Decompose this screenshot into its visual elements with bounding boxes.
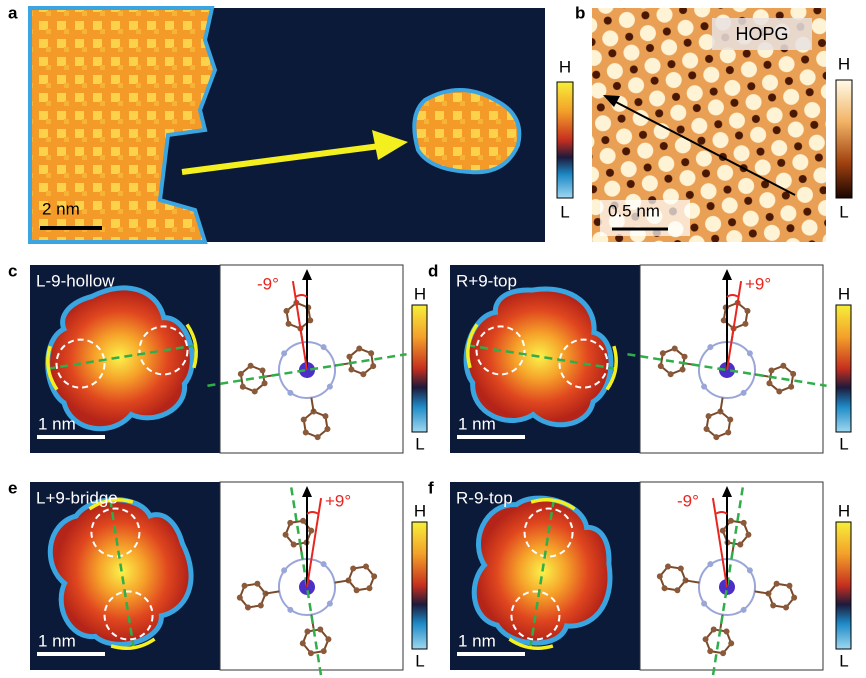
dashed-circle: [558, 338, 609, 389]
model-box: [639, 481, 824, 671]
scale-label: 1 nm: [458, 631, 496, 650]
colorbar-low: L: [839, 434, 848, 453]
dashed-circle: [475, 325, 526, 376]
arrow-head: [722, 486, 732, 497]
rotation-arrow: [605, 345, 618, 391]
colorbar-high: H: [414, 284, 426, 303]
scale-label: 0.5 nm: [608, 201, 660, 220]
panel-letter: d: [428, 261, 438, 280]
panel-title: R+9-top: [456, 271, 517, 290]
colorbar: [556, 81, 574, 199]
model-axis: [207, 352, 407, 388]
image-label: HOPG: [735, 24, 788, 44]
rotation-arrow: [88, 498, 134, 511]
scale-label: 2 nm: [42, 199, 80, 218]
colorbar: [835, 521, 852, 650]
model-axis: [289, 487, 323, 678]
angle-label: -9°: [677, 491, 699, 510]
angle-arc: [306, 511, 320, 515]
dashed-circle: [138, 325, 189, 376]
colorbar-low: L: [415, 434, 424, 453]
colorbar: [411, 521, 428, 650]
angle-arc: [294, 294, 308, 298]
arrow: [611, 99, 796, 196]
arrow-head: [302, 269, 312, 280]
colorbar-low: L: [839, 651, 848, 670]
panel-title: L-9-hollow: [36, 271, 115, 290]
angle-label: -9°: [257, 274, 279, 293]
rotation-arrow: [185, 323, 198, 369]
colorbar-low: L: [560, 202, 569, 221]
arrow-head: [372, 130, 408, 160]
dashed-circle: [510, 590, 561, 641]
dashed-circle: [90, 507, 141, 558]
angle-arc: [726, 294, 740, 298]
arrow: [181, 143, 381, 175]
colorbar-high: H: [838, 501, 850, 520]
colorbar-high: H: [838, 284, 850, 303]
model-box: [639, 264, 824, 454]
panel-letter: a: [8, 3, 18, 22]
rotation-arrow: [46, 345, 59, 391]
colorbar: [835, 304, 852, 433]
colorbar-high: H: [414, 501, 426, 520]
colorbar: [835, 79, 853, 199]
panel-title: R-9-top: [456, 488, 513, 507]
angle-label: +9°: [745, 274, 771, 293]
angle-label: +9°: [325, 491, 351, 510]
panel-title: L+9-bridge: [36, 488, 118, 507]
panel-letter: e: [8, 478, 17, 497]
cluster: [412, 88, 522, 175]
arrow-head: [722, 269, 732, 280]
scale-label: 1 nm: [458, 414, 496, 433]
label-box: [712, 18, 812, 50]
colorbar-high: H: [838, 54, 850, 73]
rotation-arrow: [466, 323, 479, 369]
island: [28, 6, 218, 244]
scale-label: 1 nm: [38, 631, 76, 650]
rotation-arrow: [530, 498, 576, 511]
rotation-arrow: [110, 637, 156, 650]
colorbar: [411, 304, 428, 433]
colorbar-high: H: [559, 57, 571, 76]
angle-arc: [714, 511, 728, 515]
colorbar-low: L: [839, 202, 848, 221]
dashed-circle: [103, 590, 154, 641]
arrow-head: [603, 95, 620, 107]
panel-letter: b: [575, 3, 585, 22]
panel-letter: c: [8, 261, 17, 280]
rotation-arrow: [508, 637, 554, 650]
model-axis: [627, 352, 827, 388]
scale-label: 1 nm: [38, 414, 76, 433]
model-axis: [711, 487, 745, 678]
panel-letter: f: [428, 478, 434, 497]
dashed-circle: [523, 507, 574, 558]
colorbar-low: L: [415, 651, 424, 670]
dashed-circle: [55, 338, 106, 389]
arrow-head: [302, 486, 312, 497]
